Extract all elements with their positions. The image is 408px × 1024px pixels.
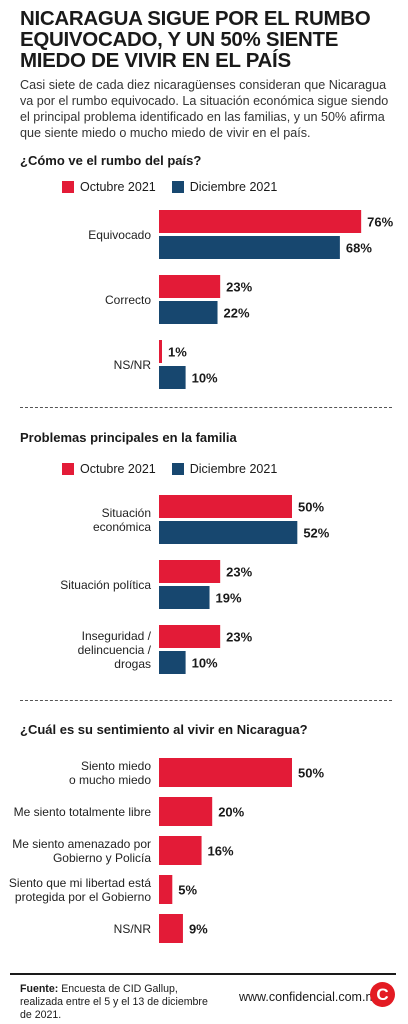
category-label: NS/NR bbox=[114, 358, 152, 372]
bar-december bbox=[159, 651, 186, 674]
bar-october bbox=[159, 275, 221, 298]
footer-source: Fuente: Encuesta de CID Gallup, realizad… bbox=[20, 983, 220, 1022]
bar-value bbox=[159, 875, 173, 904]
intro-text: Casi siete de cada diez nicaragüenses co… bbox=[20, 78, 389, 140]
footer-label: Fuente: bbox=[20, 983, 59, 995]
legend-label-october: Octubre 2021 bbox=[80, 180, 156, 194]
legend-swatch-december bbox=[171, 181, 184, 193]
value-label: 9% bbox=[189, 922, 208, 937]
category-label: Siento que mi libertad está bbox=[9, 876, 151, 890]
category-label: Situación política bbox=[60, 578, 151, 592]
value-label: 76% bbox=[367, 215, 393, 230]
value-label: 5% bbox=[178, 883, 197, 898]
value-label: 23% bbox=[226, 565, 252, 580]
site-url: www.confidencial.com.ni bbox=[239, 990, 376, 1004]
category-label: Inseguridad / bbox=[82, 629, 152, 643]
footer-text: Encuesta de CID Gallup, realizada entre … bbox=[20, 983, 208, 1021]
category-label: Situación bbox=[102, 506, 151, 520]
category-label: drogas bbox=[114, 657, 151, 671]
category-label: delincuencia / bbox=[78, 643, 152, 657]
bar-value bbox=[159, 836, 202, 865]
value-label: 50% bbox=[298, 500, 324, 515]
value-label: 19% bbox=[216, 591, 242, 606]
category-label: Me siento amenazado por bbox=[12, 837, 151, 851]
value-label: 68% bbox=[346, 241, 372, 256]
value-label: 10% bbox=[192, 656, 218, 671]
category-label: Correcto bbox=[105, 293, 151, 307]
bar-december bbox=[159, 586, 210, 609]
value-label: 10% bbox=[192, 371, 218, 386]
bar-october bbox=[159, 210, 362, 233]
bar-october bbox=[159, 625, 221, 648]
section-divider-1 bbox=[20, 407, 392, 408]
headline: NICARAGUA SIGUE POR EL RUMBO EQUIVOCADO,… bbox=[20, 7, 371, 72]
bar-december bbox=[159, 366, 186, 389]
confidencial-logo-icon: C bbox=[370, 982, 395, 1007]
value-label: 52% bbox=[303, 526, 329, 541]
category-label: protegida por el Gobierno bbox=[15, 890, 151, 904]
bar-october bbox=[159, 495, 292, 518]
bar-value bbox=[159, 758, 292, 787]
bar-october bbox=[159, 340, 162, 363]
bar-december bbox=[159, 521, 298, 544]
value-label: 1% bbox=[168, 345, 187, 360]
legend-label-december: Diciembre 2021 bbox=[189, 180, 278, 194]
value-label: 16% bbox=[208, 844, 234, 859]
chart2-title: Problemas principales en la familia bbox=[20, 430, 237, 445]
chart3-title: ¿Cuál es su sentimiento al vivir en Nica… bbox=[20, 722, 308, 737]
category-label: o mucho miedo bbox=[69, 773, 151, 787]
value-label: 22% bbox=[224, 306, 250, 321]
legend-label-december: Diciembre 2021 bbox=[189, 462, 278, 476]
legend-swatch-october bbox=[62, 463, 74, 475]
category-label: Gobierno y Policía bbox=[53, 851, 151, 865]
value-label: 20% bbox=[218, 805, 244, 820]
category-label: NS/NR bbox=[114, 922, 152, 936]
bar-value bbox=[159, 914, 183, 943]
value-label: 23% bbox=[226, 630, 252, 645]
chart1-bars: 76% 68% Equivocado 23% 22% Correcto 1% 10% NS/NR bbox=[88, 210, 394, 389]
legend-swatch-december bbox=[171, 463, 184, 475]
category-label: Me siento totalmente libre bbox=[14, 805, 152, 819]
value-label: 50% bbox=[298, 766, 324, 781]
category-label: Equivocado bbox=[88, 228, 151, 242]
footer-rule bbox=[10, 973, 396, 975]
bar-value bbox=[159, 797, 213, 826]
category-label: económica bbox=[93, 520, 151, 534]
chart2-legend: Octubre 2021 Diciembre 2021 bbox=[62, 462, 293, 476]
bar-october bbox=[159, 560, 221, 583]
bar-december bbox=[159, 236, 340, 259]
chart1-title: ¿Cómo ve el rumbo del país? bbox=[20, 153, 202, 168]
value-label: 23% bbox=[226, 280, 252, 295]
legend-label-october: Octubre 2021 bbox=[80, 462, 156, 476]
section-divider-2 bbox=[20, 700, 392, 701]
legend-swatch-october bbox=[62, 181, 74, 193]
bar-december bbox=[159, 301, 218, 324]
category-label: Siento miedo bbox=[81, 759, 151, 773]
chart1-legend: Octubre 2021 Diciembre 2021 bbox=[62, 180, 293, 194]
